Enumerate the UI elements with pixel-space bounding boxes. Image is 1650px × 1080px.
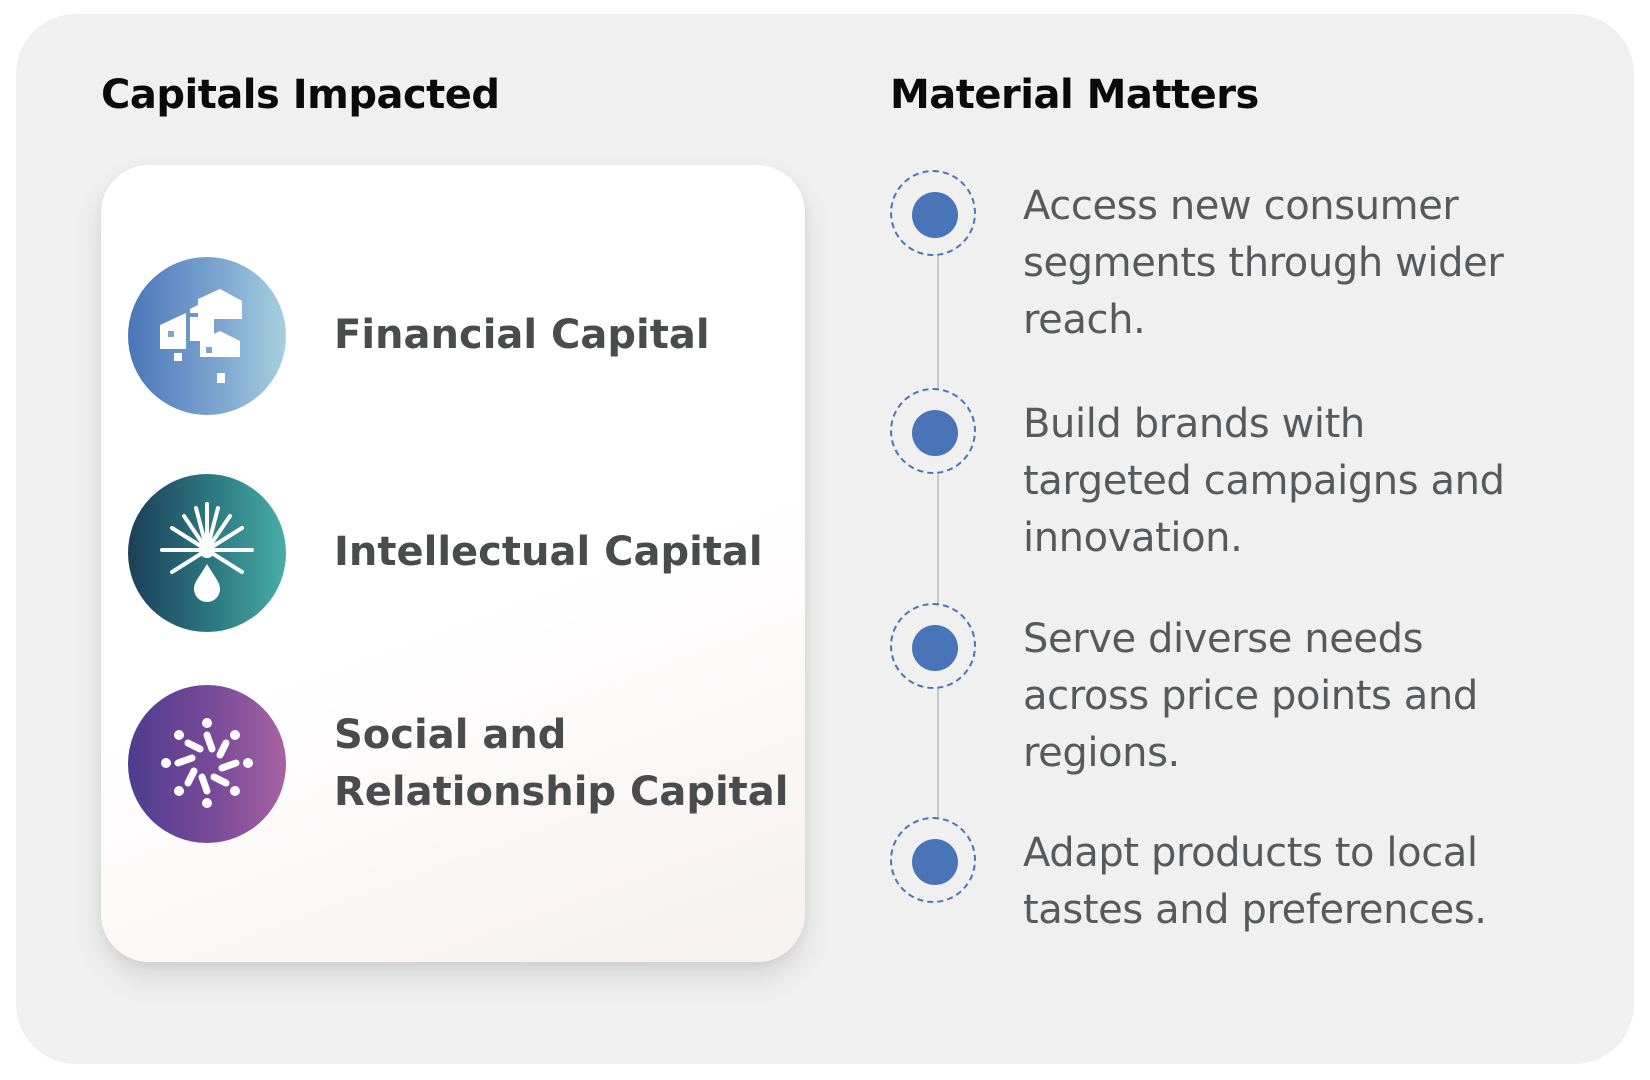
material-matter-item: Build brands with targeted campaigns and… [890,388,1530,578]
capital-label: Intellectual Capital [334,529,763,575]
capital-label: Financial Capital [334,312,710,358]
material-matter-item: Access new consumer segments through wid… [890,170,1530,360]
timeline-connector [937,214,939,864]
material-matter-item: Serve diverse needs across price points … [890,603,1530,793]
material-matter-item: Adapt products to local tastes and prefe… [890,817,1530,1007]
bullet-dot-icon [912,410,958,456]
buildings-icon [128,257,286,415]
material-matter-text: Access new consumer segments through wid… [1023,183,1504,343]
capitals-card: Financial Capital [101,165,805,962]
material-matter-text: Adapt products to local tastes and prefe… [1023,830,1487,933]
people-network-icon [128,685,286,843]
bullet-dot-icon [912,839,958,885]
material-matters-heading: Material Matters [890,72,1259,118]
material-matter-text: Build brands with targeted campaigns and… [1023,401,1505,561]
lightburst-drop-icon [128,474,286,632]
bullet-ring-icon [890,170,976,256]
capitals-heading: Capitals Impacted [101,72,500,118]
capital-item-financial: Financial Capital [128,257,798,415]
material-matter-text: Serve diverse needs across price points … [1023,616,1478,776]
capital-item-intellectual: Intellectual Capital [128,474,798,632]
bullet-dot-icon [912,192,958,238]
bullet-ring-icon [890,603,976,689]
bullet-ring-icon [890,817,976,903]
bullet-ring-icon [890,388,976,474]
bullet-dot-icon [912,625,958,671]
capital-label: Social and Relationship Capital [334,712,789,815]
capital-item-social-relationship: Social and Relationship Capital [128,685,798,843]
